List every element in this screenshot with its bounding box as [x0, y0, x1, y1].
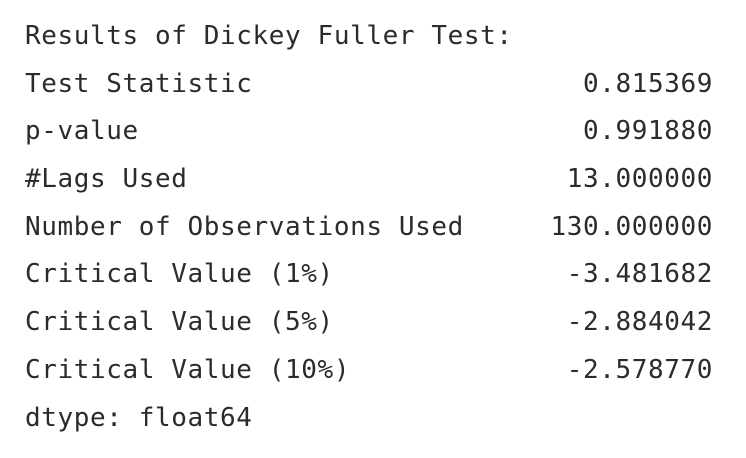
row-label: Critical Value (1%): [25, 259, 334, 290]
result-row-critical-value-1: Critical Value (1%) -3.481682: [25, 251, 713, 299]
result-row-lags-used: #Lags Used 13.000000: [25, 156, 713, 204]
row-label: Number of Observations Used: [25, 211, 464, 242]
row-label: p-value: [25, 116, 139, 147]
output-header: Results of Dickey Fuller Test:: [25, 21, 513, 51]
row-label: Critical Value (10%): [25, 354, 351, 385]
row-value: 0.815369: [582, 68, 713, 99]
row-label: Critical Value (5%): [25, 307, 334, 338]
result-row-observations-used: Number of Observations Used 130.000000: [25, 204, 713, 252]
row-value: -2.884042: [566, 307, 713, 338]
row-value: -2.578770: [566, 354, 713, 385]
row-label: #Lags Used: [25, 164, 188, 195]
row-value: 0.991880: [582, 116, 713, 147]
row-label: Test Statistic: [25, 68, 253, 99]
result-row-test-statistic: Test Statistic 0.815369: [25, 61, 713, 109]
result-row-critical-value-10: Critical Value (10%) -2.578770: [25, 347, 713, 395]
row-value: -3.481682: [566, 259, 713, 290]
row-value: 130.000000: [550, 211, 713, 242]
result-row-p-value: p-value 0.991880: [25, 108, 713, 156]
output-dtype-footer: dtype: float64: [25, 402, 253, 433]
row-value: 13.000000: [566, 164, 713, 195]
result-row-critical-value-5: Critical Value (5%) -2.884042: [25, 299, 713, 347]
